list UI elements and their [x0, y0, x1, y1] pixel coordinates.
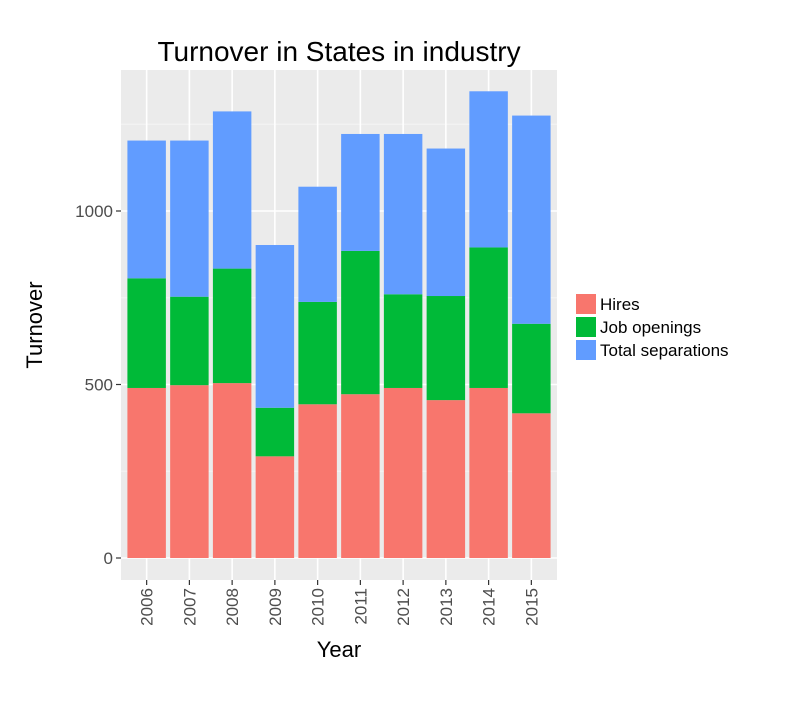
x-tick-label: 2008 [223, 588, 242, 626]
y-tick-label: 1000 [75, 202, 113, 221]
bar-hires-2015 [512, 413, 551, 558]
bar-hires-2009 [255, 456, 295, 558]
legend-key-hires [576, 294, 596, 314]
bar-total-separations-2011 [341, 133, 380, 251]
x-axis-ticks: 2006 2007 2008 2009 2010 2011 2012 2013 2014 2015 [138, 580, 541, 626]
x-tick-label: 2006 [138, 588, 157, 626]
bar-total-separations-2006 [127, 140, 166, 279]
bar-total-separations-2015 [512, 115, 551, 324]
bar-job-openings-2012 [383, 294, 423, 388]
bar-total-separations-2009 [255, 245, 295, 408]
bar-total-separations-2013 [426, 148, 466, 297]
y-axis-title: Turnover [22, 281, 47, 368]
legend-label: Total separations [600, 341, 729, 360]
bar-hires-2011 [341, 394, 380, 558]
bar-hires-2006 [127, 387, 166, 558]
bar-total-separations-2014 [469, 91, 508, 248]
bar-job-openings-2008 [212, 268, 252, 384]
x-axis-title: Year [317, 637, 361, 662]
y-tick-label: 0 [104, 549, 113, 568]
bar-hires-2014 [469, 387, 508, 558]
bar-hires-2007 [170, 385, 209, 558]
bar-hires-2012 [383, 387, 423, 558]
bar-total-separations-2012 [383, 133, 423, 295]
legend-label: Hires [600, 295, 640, 314]
legend-key-total-separations [576, 340, 596, 360]
bars [127, 91, 551, 558]
bar-job-openings-2007 [170, 296, 209, 386]
x-tick-label: 2012 [394, 588, 413, 626]
bar-job-openings-2006 [127, 278, 166, 388]
x-tick-label: 2014 [480, 588, 499, 626]
legend: Hires Job openings Total separations [576, 294, 729, 360]
chart-title: Turnover in States in industry [157, 36, 520, 67]
bar-job-openings-2014 [469, 247, 508, 388]
x-tick-label: 2007 [180, 588, 199, 626]
x-tick-label: 2009 [266, 588, 285, 626]
x-tick-label: 2013 [437, 588, 456, 626]
x-tick-label: 2011 [351, 588, 370, 625]
x-tick-label: 2015 [522, 588, 541, 626]
bar-job-openings-2015 [512, 323, 551, 414]
y-axis-ticks: 0 500 1000 [75, 202, 121, 568]
bar-job-openings-2011 [341, 250, 380, 395]
legend-label: Job openings [600, 318, 701, 337]
y-tick-label: 500 [85, 376, 113, 395]
bar-total-separations-2008 [212, 111, 252, 269]
bar-job-openings-2013 [426, 296, 466, 401]
bar-total-separations-2007 [170, 140, 209, 297]
bar-job-openings-2010 [298, 301, 337, 405]
x-tick-label: 2010 [309, 588, 328, 626]
bar-job-openings-2009 [255, 407, 295, 457]
bar-total-separations-2010 [298, 186, 337, 302]
bar-hires-2008 [212, 383, 252, 558]
bar-hires-2013 [426, 400, 466, 558]
bar-hires-2010 [298, 404, 337, 558]
legend-key-job-openings [576, 317, 596, 337]
